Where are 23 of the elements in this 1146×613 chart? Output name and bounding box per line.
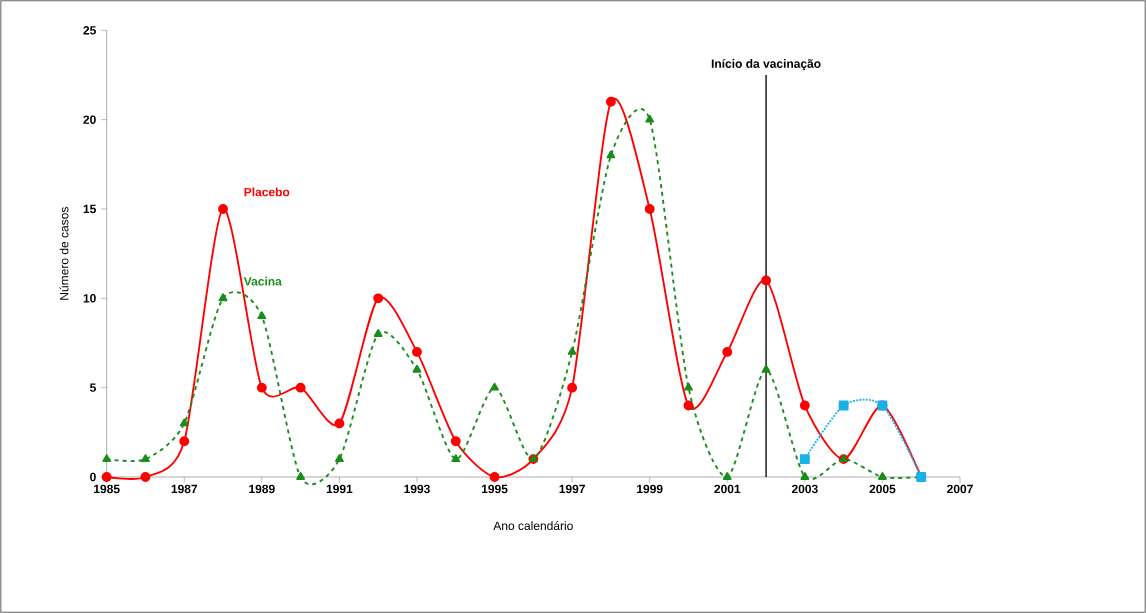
x-tick-label: 2001 — [714, 484, 741, 494]
x-tick-label: 1997 — [559, 484, 585, 494]
x-tick-label: 1995 — [481, 484, 508, 494]
y-tick-label: 5 — [89, 383, 96, 392]
x-tick-label: 1991 — [326, 484, 353, 494]
x-tick-label: 2003 — [791, 484, 818, 494]
y-tick-label: 25 — [83, 26, 96, 35]
x-tick-label: 2005 — [869, 484, 896, 494]
x-tick-label: 1987 — [171, 484, 198, 494]
series-label: Placebo — [244, 187, 290, 197]
ref-line-label: Início da vacinação — [711, 58, 821, 71]
y-axis-title: Número de casos — [59, 207, 69, 300]
y-tick-label: 15 — [83, 204, 96, 214]
x-tick-label: 1985 — [94, 484, 120, 494]
x-tick-label: 1989 — [249, 484, 275, 494]
x-tick-label: 2007 — [947, 484, 973, 494]
y-tick-label: 0 — [90, 472, 96, 482]
x-tick-label: 1999 — [637, 484, 663, 494]
y-tick-label: 10 — [83, 294, 96, 303]
x-tick-label: 1993 — [404, 484, 430, 494]
y-tick-label: 20 — [83, 115, 96, 124]
x-axis-title: Ano calendário — [493, 521, 573, 531]
series-label: Vacina — [243, 276, 282, 286]
